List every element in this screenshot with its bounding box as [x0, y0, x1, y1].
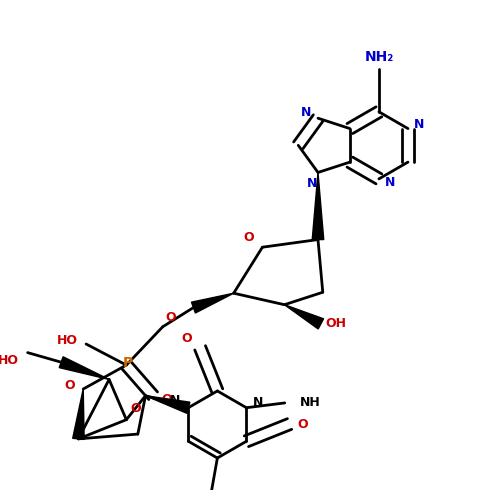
Text: HO: HO: [56, 334, 78, 346]
Text: N: N: [307, 178, 318, 190]
Text: O: O: [298, 418, 308, 430]
Polygon shape: [284, 304, 324, 329]
Text: O: O: [130, 402, 141, 414]
Text: O: O: [64, 378, 75, 392]
Text: N: N: [385, 176, 396, 189]
Text: O: O: [165, 310, 175, 324]
Polygon shape: [59, 357, 109, 380]
Text: NH: NH: [300, 396, 321, 409]
Polygon shape: [312, 172, 324, 240]
Text: OH: OH: [326, 318, 346, 330]
Polygon shape: [192, 293, 234, 313]
Text: N: N: [302, 106, 312, 119]
Text: O: O: [244, 231, 254, 244]
Text: N: N: [252, 396, 263, 409]
Text: O: O: [162, 393, 172, 406]
Text: NH₂: NH₂: [364, 50, 394, 64]
Polygon shape: [146, 396, 190, 413]
Text: P: P: [123, 356, 134, 370]
Text: HO: HO: [0, 354, 19, 367]
Text: O: O: [182, 332, 192, 344]
Text: N: N: [170, 394, 180, 406]
Text: N: N: [414, 118, 424, 131]
Polygon shape: [72, 389, 84, 440]
